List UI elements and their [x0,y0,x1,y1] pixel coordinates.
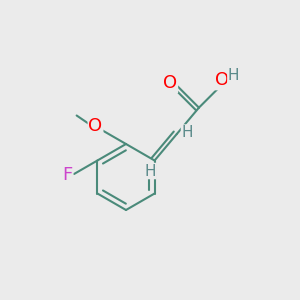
Text: H: H [144,164,156,178]
Text: O: O [88,117,103,135]
Text: H: H [182,125,193,140]
Text: F: F [62,167,73,184]
Text: O: O [163,74,177,92]
Text: H: H [228,68,239,83]
Text: O: O [214,71,229,89]
